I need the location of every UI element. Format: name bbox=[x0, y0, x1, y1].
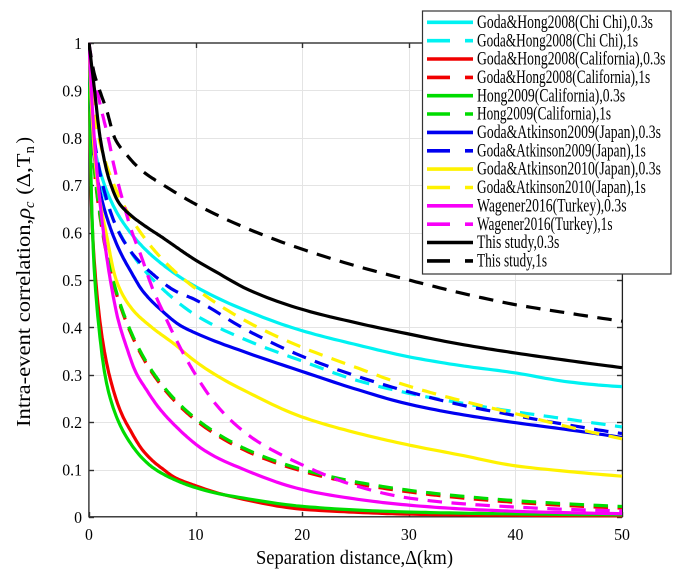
svg-text:0.7: 0.7 bbox=[62, 176, 82, 195]
svg-text:0.3: 0.3 bbox=[62, 366, 82, 385]
svg-text:0.5: 0.5 bbox=[62, 271, 82, 290]
svg-text:Goda&Atkinson2010(Japan),0.3s: Goda&Atkinson2010(Japan),0.3s bbox=[477, 159, 661, 180]
svg-text:): ) bbox=[14, 137, 35, 144]
svg-text:ρ: ρ bbox=[14, 208, 35, 220]
svg-text:Goda&Hong2008(California),1s: Goda&Hong2008(California),1s bbox=[477, 67, 650, 88]
svg-text:Wagener2016(Turkey),0.3s: Wagener2016(Turkey),0.3s bbox=[477, 195, 627, 216]
svg-text:0.4: 0.4 bbox=[62, 318, 82, 337]
svg-text:0.6: 0.6 bbox=[62, 224, 82, 243]
svg-text:Goda&Atkinson2010(Japan),1s: Goda&Atkinson2010(Japan),1s bbox=[477, 177, 646, 198]
svg-text:Wagener2016(Turkey),1s: Wagener2016(Turkey),1s bbox=[477, 214, 613, 235]
svg-text:Goda&Hong2008(Chi Chi),0.3s: Goda&Hong2008(Chi Chi),0.3s bbox=[477, 12, 653, 33]
svg-text:This study,0.3s: This study,0.3s bbox=[477, 232, 559, 253]
svg-text:10: 10 bbox=[188, 525, 204, 544]
svg-text:0.1: 0.1 bbox=[62, 461, 82, 480]
svg-text:50: 50 bbox=[614, 525, 630, 544]
svg-text:Hong2009(California),0.3s: Hong2009(California),0.3s bbox=[477, 85, 625, 106]
svg-text:20: 20 bbox=[294, 525, 310, 544]
svg-text:Goda&Hong2008(Chi Chi),1s: Goda&Hong2008(Chi Chi),1s bbox=[477, 30, 638, 51]
svg-text:40: 40 bbox=[508, 525, 524, 544]
svg-text:0.9: 0.9 bbox=[62, 81, 82, 100]
svg-text:1: 1 bbox=[74, 34, 82, 53]
svg-text:Hong2009(California),1s: Hong2009(California),1s bbox=[477, 104, 611, 125]
svg-text:c: c bbox=[22, 201, 38, 208]
svg-text:30: 30 bbox=[401, 525, 417, 544]
svg-text:Intra-event correlation,: Intra-event correlation, bbox=[14, 219, 35, 427]
svg-text:0: 0 bbox=[85, 525, 93, 544]
svg-text:Goda&Hong2008(California),0.3s: Goda&Hong2008(California),0.3s bbox=[477, 49, 666, 70]
svg-text:Goda&Atkinson2009(Japan),1s: Goda&Atkinson2009(Japan),1s bbox=[477, 140, 646, 161]
svg-text:0.8: 0.8 bbox=[62, 129, 82, 148]
svg-text:0: 0 bbox=[74, 508, 82, 527]
svg-text:n: n bbox=[22, 145, 38, 153]
svg-text:Separation distance,Δ(km): Separation distance,Δ(km) bbox=[256, 548, 453, 569]
svg-text:(Δ,T: (Δ,T bbox=[14, 153, 35, 195]
svg-text:This study,1s: This study,1s bbox=[477, 251, 547, 272]
svg-text:0.2: 0.2 bbox=[62, 413, 82, 432]
svg-text:Goda&Atkinson2009(Japan),0.3s: Goda&Atkinson2009(Japan),0.3s bbox=[477, 122, 661, 143]
